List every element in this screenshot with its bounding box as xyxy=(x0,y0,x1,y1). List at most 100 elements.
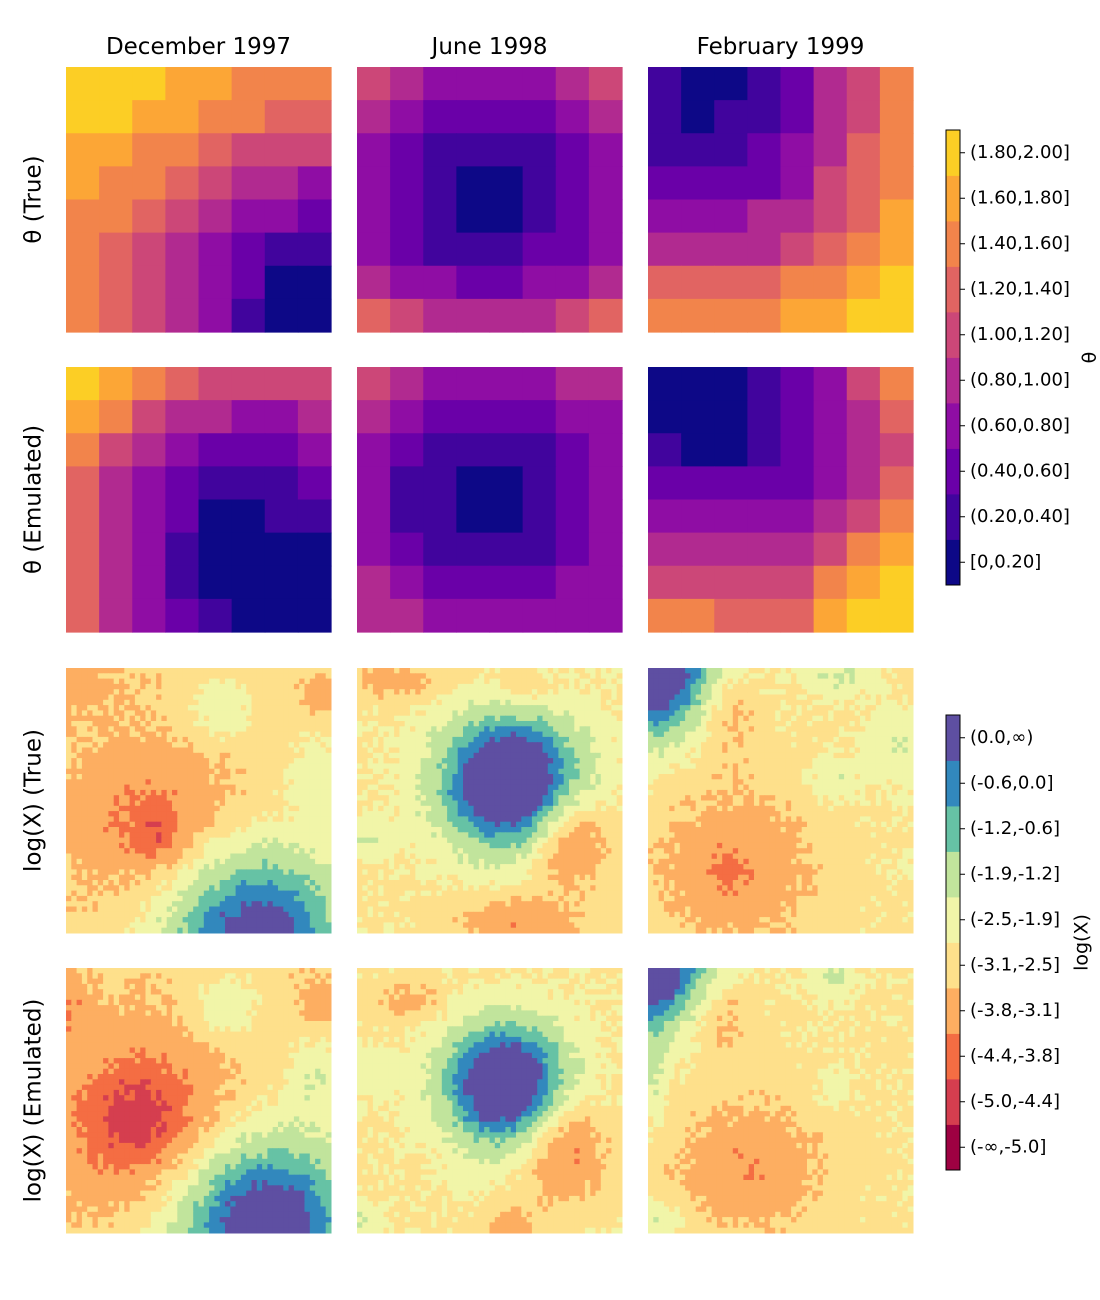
heatmap-cell xyxy=(299,906,305,913)
heatmap-cell xyxy=(574,683,581,690)
heatmap-cell xyxy=(240,874,247,881)
heatmap-cell xyxy=(813,532,848,567)
heatmap-cell xyxy=(187,689,194,695)
heatmap-cell xyxy=(256,747,263,754)
heatmap-cell xyxy=(404,763,411,770)
heatmap-cell xyxy=(267,747,274,754)
heatmap-cell xyxy=(410,699,416,706)
heatmap-cell xyxy=(97,689,104,695)
heatmap-cell xyxy=(357,673,363,680)
heatmap-cell xyxy=(240,699,247,706)
heatmap-cell xyxy=(129,800,136,807)
heatmap-cell xyxy=(616,742,623,748)
heatmap-cell xyxy=(457,837,464,844)
heatmap-cell xyxy=(325,890,332,897)
heatmap-cell xyxy=(182,705,189,711)
heatmap-cell xyxy=(309,821,316,828)
heatmap-cell xyxy=(246,726,252,733)
heatmap-cell xyxy=(372,689,379,695)
heatmap-cell xyxy=(145,689,152,695)
heatmap-cell xyxy=(219,705,226,711)
heatmap-cell xyxy=(230,906,237,913)
heatmap-cell xyxy=(325,699,332,706)
heatmap-cell xyxy=(452,731,459,738)
heatmap-cell xyxy=(590,731,596,738)
heatmap-cell xyxy=(590,784,596,791)
heatmap-cell xyxy=(569,869,575,876)
heatmap-cell xyxy=(103,668,109,674)
heatmap-cell xyxy=(489,880,496,886)
heatmap-cell xyxy=(558,795,565,801)
heatmap-cell xyxy=(569,880,575,886)
heatmap-cell xyxy=(478,710,485,717)
heatmap-cell xyxy=(293,795,300,801)
heatmap-cell xyxy=(288,774,295,780)
heatmap-cell xyxy=(436,721,443,727)
heatmap-cell xyxy=(150,827,157,833)
heatmap-cell xyxy=(357,400,391,434)
heatmap-cell xyxy=(415,805,422,812)
heatmap-cell xyxy=(134,890,141,897)
heatmap-cell xyxy=(230,853,237,860)
heatmap-cell xyxy=(542,853,549,860)
heatmap-cell xyxy=(172,758,178,764)
heatmap-cell xyxy=(616,710,623,717)
heatmap-cell xyxy=(209,763,215,770)
heatmap-cell xyxy=(516,811,522,817)
heatmap-cell xyxy=(484,864,490,870)
heatmap-cell xyxy=(113,768,120,775)
heatmap-cell xyxy=(590,774,596,780)
heatmap-cell xyxy=(272,726,279,733)
heatmap-cell xyxy=(558,705,565,711)
heatmap-cell xyxy=(367,827,374,833)
heatmap-cell xyxy=(172,842,178,849)
heatmap-cell xyxy=(193,721,199,727)
heatmap-cell xyxy=(124,795,131,801)
heatmap-cell xyxy=(71,880,78,886)
heatmap-cell xyxy=(813,199,848,234)
heatmap-cell xyxy=(378,779,384,786)
heatmap-cell xyxy=(526,800,533,807)
heatmap-cell xyxy=(278,842,284,849)
heatmap-cell xyxy=(172,668,178,674)
heatmap-cell xyxy=(97,800,104,807)
heatmap-cell xyxy=(547,742,554,748)
heatmap-cell xyxy=(209,699,215,706)
heatmap-cell xyxy=(521,805,528,812)
heatmap-cell xyxy=(648,67,682,101)
heatmap-cell xyxy=(388,731,395,738)
heatmap-cell xyxy=(81,779,88,786)
heatmap-cell xyxy=(489,763,496,770)
heatmap-cell xyxy=(129,795,136,801)
heatmap-cell xyxy=(516,853,522,860)
heatmap-cell xyxy=(510,811,517,817)
heatmap-cell xyxy=(293,747,300,754)
heatmap-cell xyxy=(420,763,427,770)
heatmap-cell xyxy=(452,758,459,764)
heatmap-cell xyxy=(134,673,141,680)
heatmap-cell xyxy=(484,736,490,743)
heatmap-cell xyxy=(357,668,363,674)
heatmap-cell xyxy=(553,816,559,823)
heatmap-cell xyxy=(235,827,242,833)
heatmap-cell xyxy=(441,837,448,844)
heatmap-cell xyxy=(193,869,199,876)
heatmap-cell xyxy=(288,827,295,833)
heatmap-cell xyxy=(87,895,93,902)
heatmap-cell xyxy=(425,694,432,701)
heatmap-cell xyxy=(283,795,290,801)
heatmap-cell xyxy=(262,683,268,690)
heatmap-cell xyxy=(235,726,242,733)
heatmap-cell xyxy=(246,890,252,897)
heatmap-cell xyxy=(193,848,199,854)
heatmap-cell xyxy=(510,848,517,854)
heatmap-cell xyxy=(76,768,83,775)
heatmap-cell xyxy=(531,869,538,876)
heatmap-cell xyxy=(616,800,623,807)
heatmap-cell xyxy=(325,880,332,886)
heatmap-cell xyxy=(140,683,146,690)
heatmap-cell xyxy=(516,678,522,685)
heatmap-cell xyxy=(87,911,93,918)
heatmap-cell xyxy=(516,747,522,754)
heatmap-cell xyxy=(177,715,184,722)
